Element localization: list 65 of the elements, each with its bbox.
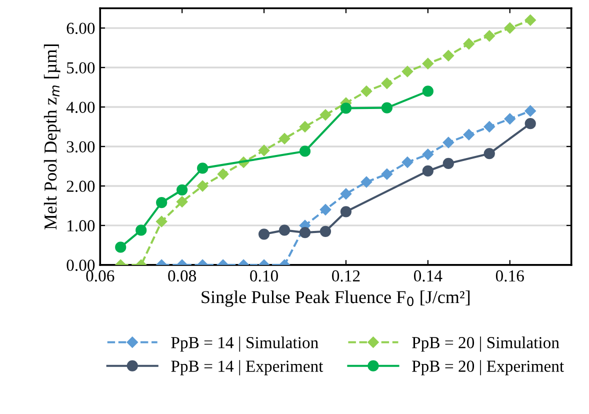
point [422,148,434,160]
point [156,216,168,228]
legend-label: PpB = 14 | Simulation [171,336,318,352]
point [340,188,352,200]
point [340,102,352,114]
y-tick-label: 0.00 [66,260,95,271]
point [442,136,454,148]
point [156,197,168,208]
point [360,86,372,97]
point [524,105,536,117]
point [299,121,311,132]
y-tick-label: 6.00 [66,22,95,34]
point [463,129,474,140]
legend-label: PpB = 14 | Experiment [171,360,324,376]
point [258,144,270,156]
x-tick-label: 0.10 [250,270,278,282]
point [402,66,414,78]
x-tick-label: 0.06 [86,270,114,282]
legend-label: PpB = 20 | Experiment [412,360,564,376]
point [320,226,332,237]
point [484,30,495,42]
point [196,180,208,192]
point [422,58,434,70]
point [258,228,270,240]
y-tick-label: 4.00 [66,102,95,114]
point [176,184,188,196]
y-tick-label: 1.00 [68,220,95,232]
x-tick-label: 0.12 [332,270,360,282]
point [217,168,229,180]
x-tick-label: 0.08 [168,270,196,282]
point [463,38,474,50]
point [484,121,495,132]
y-tick-label: 3.00 [66,141,95,153]
x-axis-title: Single Pulse Peak Fluence F$_{0}$ [J/cm²] [202,290,470,307]
point [381,78,393,89]
point [504,113,516,124]
point [442,158,454,170]
point [197,162,208,174]
point [340,206,352,218]
point [320,204,332,216]
point [115,242,126,253]
point [320,109,332,121]
point [402,156,414,168]
point [278,132,290,144]
point [524,14,536,26]
point [422,86,434,97]
point [422,165,434,177]
point [504,22,516,34]
y-tick-label: 2.00 [66,180,95,192]
x-tick-label: 0.16 [496,270,524,282]
y-axis-title: Melt Pool Depth z$_{m}$ [µm] [44,44,60,230]
point [278,224,290,236]
point [360,176,372,188]
point [442,50,454,62]
x-tick-label: 0.14 [414,270,442,282]
point [381,168,393,180]
point [176,196,188,208]
point [299,227,311,238]
point [484,148,495,160]
legend-label: PpB = 20 | Simulation [412,336,560,352]
point [136,224,147,236]
y-tick-label: 5.00 [67,62,95,74]
point [299,146,311,157]
point [381,102,393,114]
point [524,118,536,130]
